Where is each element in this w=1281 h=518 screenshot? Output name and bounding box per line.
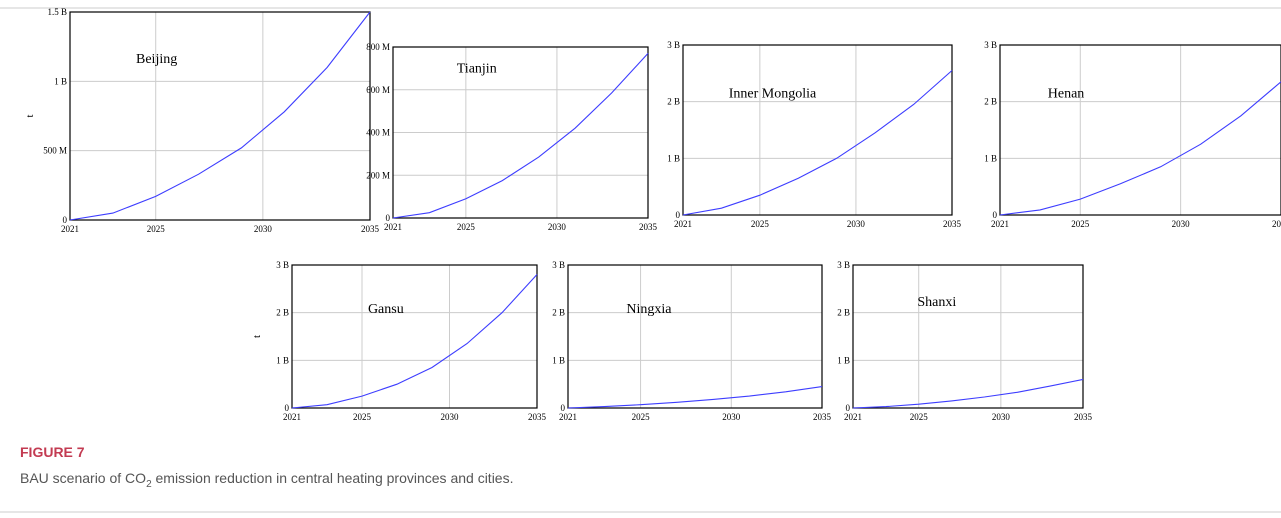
plot-frame [69,11,371,221]
series-line [69,11,371,221]
x-tick-label: 2035 [528,412,547,422]
y-tick-label: 3 B [276,260,289,270]
plot-frame [567,264,823,409]
y-tick-label: 0 [386,213,391,223]
x-tick-label: 2025 [632,412,651,422]
x-tick-label: 2035 [361,224,380,234]
caption-text: emission reduction in central heating pr… [151,470,514,486]
y-tick-label: 2 B [667,97,680,107]
y-tick-label: 2 B [837,308,850,318]
figure-caption: BAU scenario of CO2 emission reduction i… [20,470,514,490]
y-tick-label: 0 [846,403,851,413]
chart-title: Shanxi [917,295,956,310]
x-tick-label: 2025 [1071,219,1090,229]
x-tick-label: 2030 [722,412,741,422]
y-tick-label: 500 M [43,146,67,156]
series-line [999,81,1281,216]
chart-title: Tianjin [457,62,497,77]
x-tick-label: 2035 [1272,219,1281,229]
series-line [392,53,649,219]
y-tick-label: 600 M [366,85,390,95]
y-tick-label: 1 B [276,355,289,365]
x-tick-label: 2030 [847,219,866,229]
x-tick-label: 2021 [991,219,1009,229]
y-tick-label: 1 B [54,76,67,86]
x-tick-label: 2021 [384,222,402,232]
y-tick-label: 2 B [276,308,289,318]
chart-title: Ningxia [626,302,672,317]
plot-frame [682,44,953,216]
x-tick-label: 2021 [674,219,692,229]
x-tick-label: 2025 [147,224,166,234]
x-tick-label: 2035 [1074,412,1093,422]
y-tick-label: 800 M [366,42,390,52]
x-tick-label: 2030 [548,222,567,232]
caption-sub: 2 [146,478,152,490]
plot-frame [852,264,1084,409]
caption-text: BAU scenario of CO [20,470,147,486]
x-tick-label: 2030 [992,412,1011,422]
y-tick-label: 3 B [552,260,565,270]
y-tick-label: 1 B [984,153,997,163]
series-line [682,70,953,216]
y-tick-label: 200 M [366,170,390,180]
y-tick-label: 400 M [366,128,390,138]
chart-title: Beijing [136,52,177,67]
y-tick-label: 2 B [552,308,565,318]
x-tick-label: 2030 [1172,219,1191,229]
y-tick-label: 3 B [667,40,680,50]
x-tick-label: 2035 [813,412,832,422]
y-tick-label: 0 [676,210,681,220]
chart-title: Gansu [368,302,404,317]
y-tick-label: 2 B [984,97,997,107]
y-tick-label: 0 [993,210,998,220]
y-tick-label: 3 B [984,40,997,50]
y-tick-label: 1 B [667,153,680,163]
y-axis-label: t [251,335,263,338]
y-tick-label: 0 [285,403,290,413]
figure-label: FIGURE 7 [20,444,85,460]
y-axis-label: t [24,114,36,117]
x-tick-label: 2021 [283,412,301,422]
series-line [567,386,823,409]
series-line [852,378,1084,409]
chart-title: Inner Mongolia [729,87,817,102]
x-tick-label: 2021 [559,412,577,422]
x-tick-label: 2025 [457,222,476,232]
x-tick-label: 2021 [844,412,862,422]
plot-frame [999,44,1281,216]
plot-frame [291,264,538,409]
x-tick-label: 2021 [61,224,79,234]
y-tick-label: 1.5 B [47,7,67,17]
x-tick-label: 2035 [639,222,658,232]
y-tick-label: 1 B [552,355,565,365]
plot-frame [392,46,649,219]
x-tick-label: 2030 [441,412,460,422]
x-tick-label: 2025 [353,412,372,422]
chart-title: Henan [1048,87,1085,102]
x-tick-label: 2025 [910,412,929,422]
series-line [291,274,538,409]
x-tick-label: 2035 [943,219,962,229]
y-tick-label: 1 B [837,355,850,365]
y-tick-label: 3 B [837,260,850,270]
y-tick-label: 0 [561,403,566,413]
x-tick-label: 2030 [254,224,273,234]
x-tick-label: 2025 [751,219,770,229]
y-tick-label: 0 [63,215,68,225]
